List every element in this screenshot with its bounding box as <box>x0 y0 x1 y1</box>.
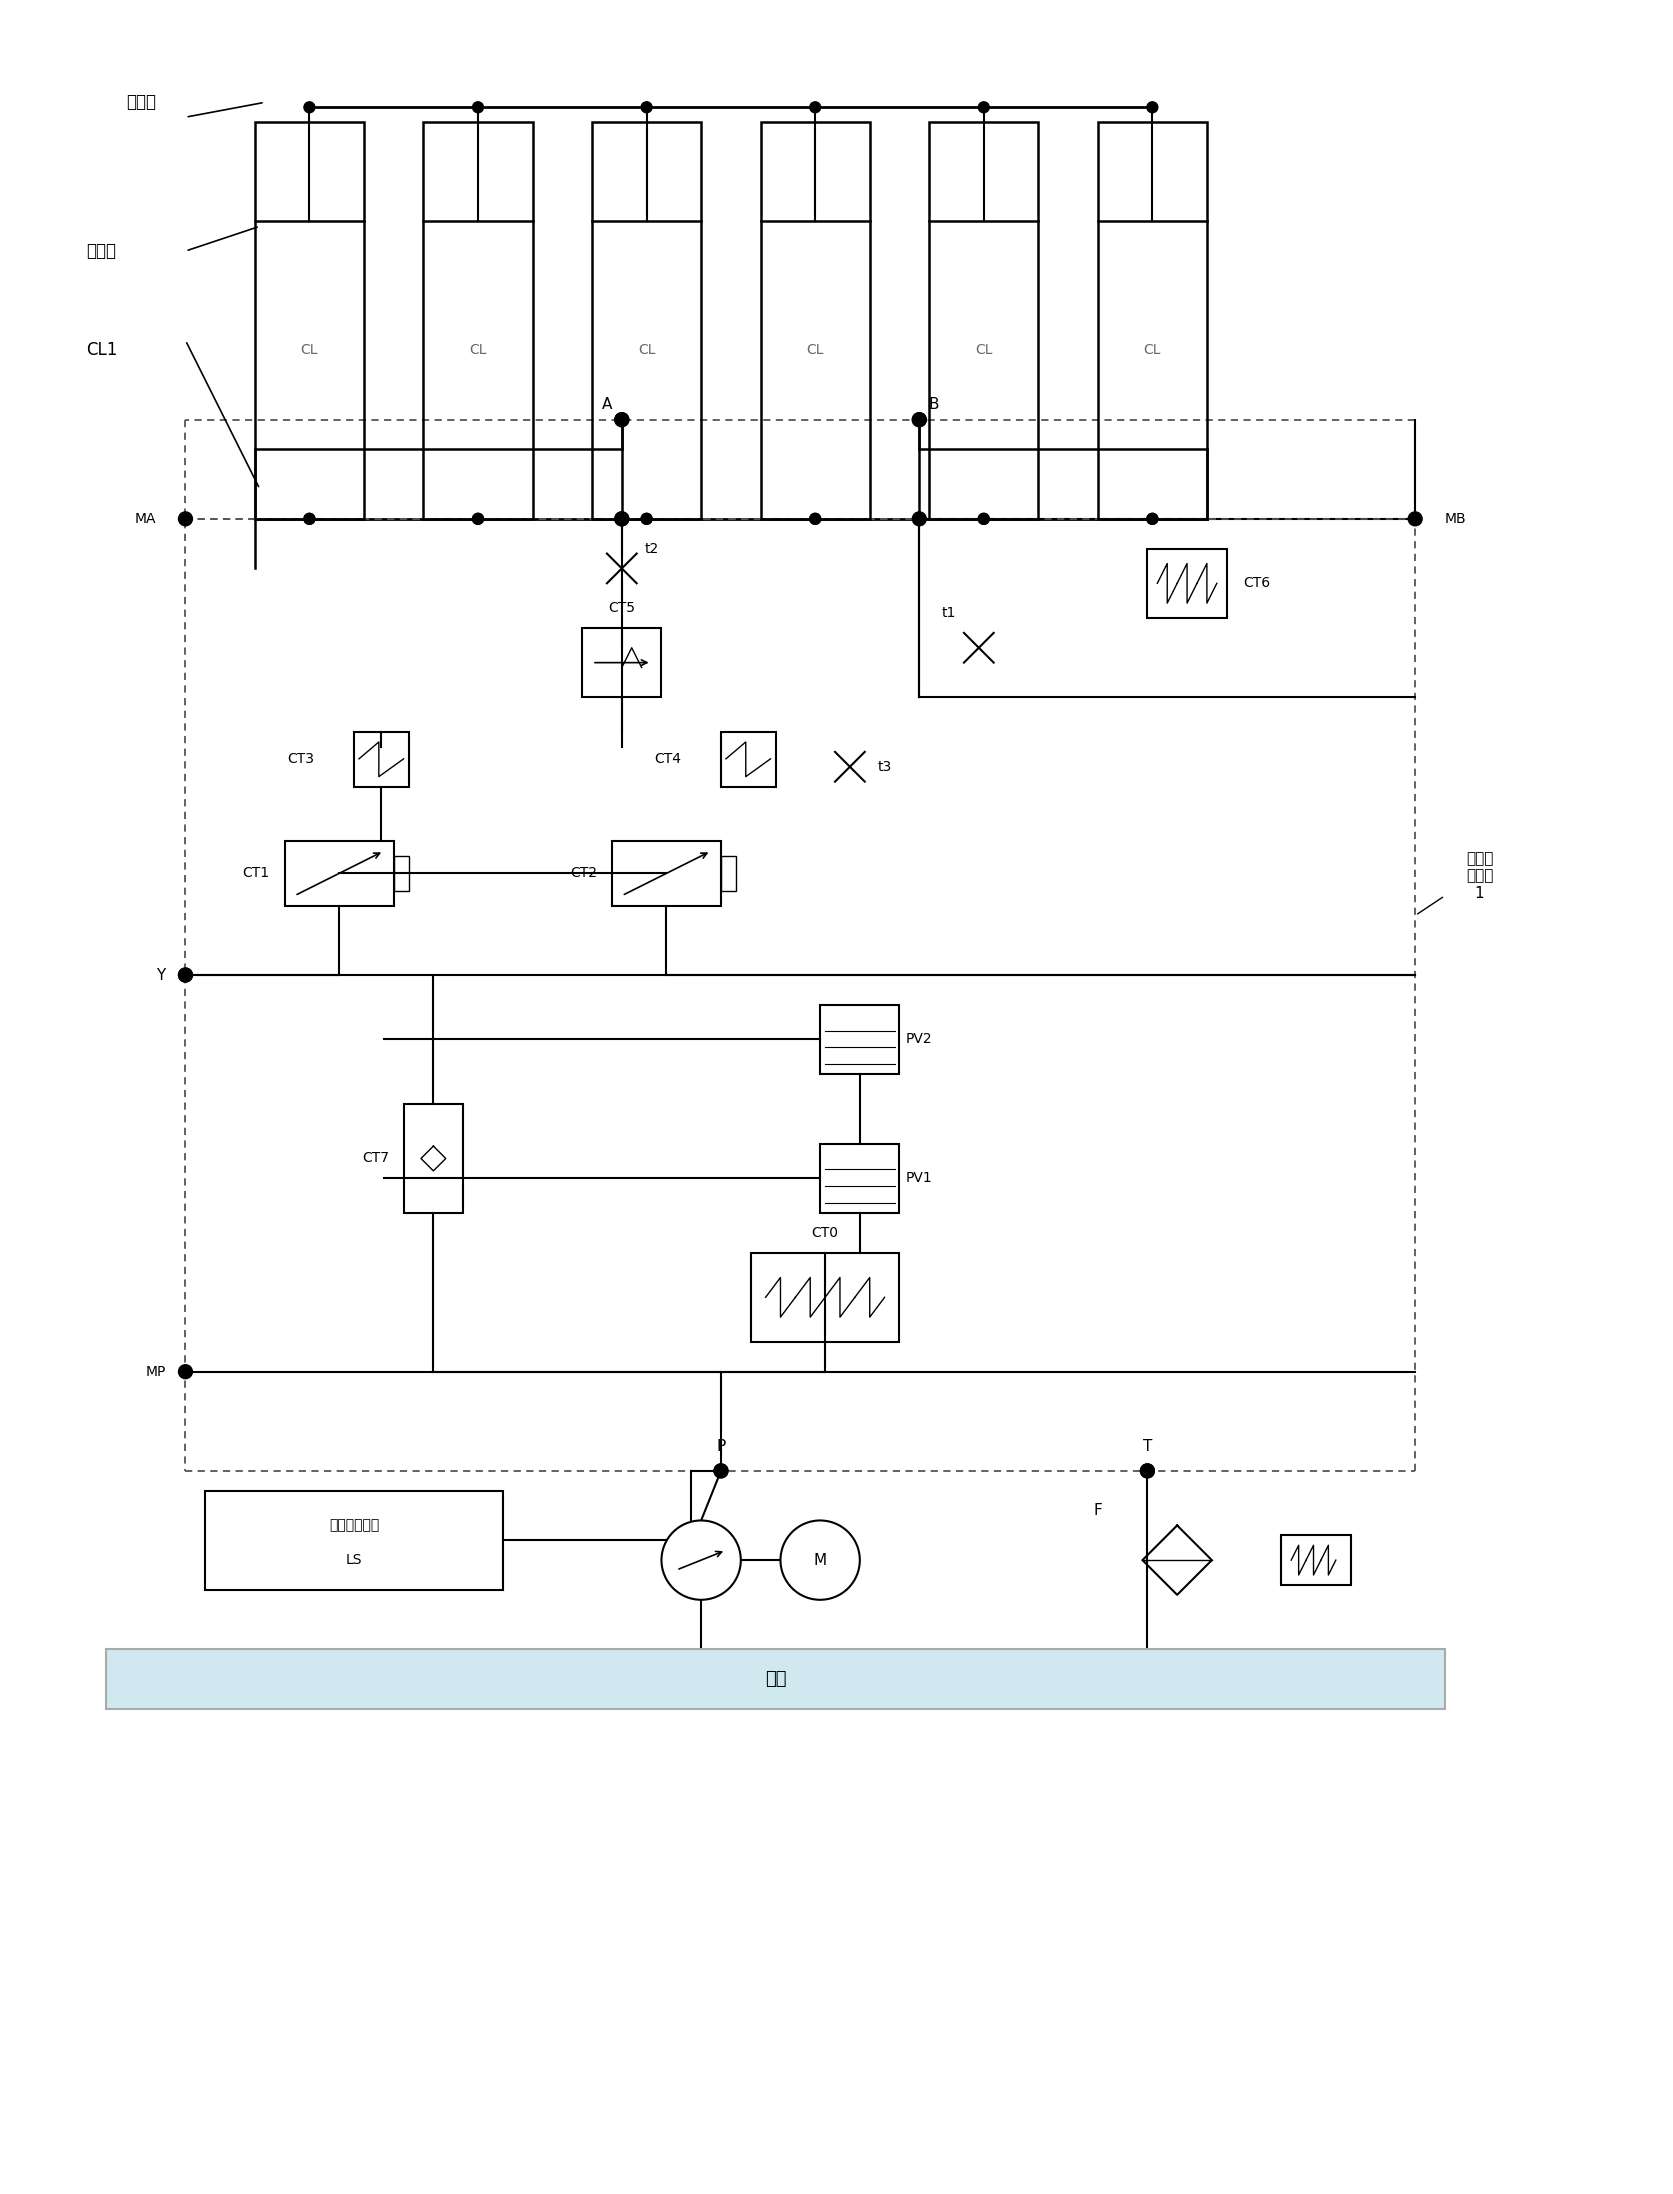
Text: t1: t1 <box>942 606 955 621</box>
Bar <box>423 123 532 518</box>
Circle shape <box>614 511 629 527</box>
Bar <box>820 1143 898 1213</box>
Text: LS: LS <box>346 1553 361 1567</box>
Circle shape <box>304 513 315 524</box>
Circle shape <box>977 101 989 112</box>
Text: CT7: CT7 <box>361 1152 388 1165</box>
Bar <box>721 856 736 891</box>
Text: 功率控制模块: 功率控制模块 <box>328 1518 380 1531</box>
Circle shape <box>977 513 989 524</box>
Text: t3: t3 <box>877 759 892 774</box>
Bar <box>582 627 661 698</box>
Text: 有杆腔: 有杆腔 <box>87 241 115 261</box>
Circle shape <box>641 513 652 524</box>
Bar <box>393 856 408 891</box>
Text: Y: Y <box>156 968 166 983</box>
Circle shape <box>614 511 629 527</box>
Text: B: B <box>929 397 939 412</box>
Circle shape <box>780 1520 860 1599</box>
Bar <box>592 123 701 518</box>
Circle shape <box>1407 511 1422 527</box>
Bar <box>760 123 870 518</box>
Circle shape <box>179 968 192 983</box>
Circle shape <box>614 412 629 426</box>
Text: CT3: CT3 <box>288 753 315 766</box>
Circle shape <box>472 513 483 524</box>
Circle shape <box>661 1520 741 1599</box>
Circle shape <box>810 101 820 112</box>
Bar <box>721 733 775 788</box>
Circle shape <box>810 513 820 524</box>
Text: CT5: CT5 <box>607 601 636 614</box>
Circle shape <box>179 1365 192 1378</box>
Text: MB: MB <box>1444 511 1466 527</box>
Text: CT2: CT2 <box>570 867 597 880</box>
Text: CT1: CT1 <box>243 867 269 880</box>
Bar <box>105 1650 1444 1709</box>
Text: CL: CL <box>468 342 487 358</box>
Circle shape <box>304 513 315 524</box>
Circle shape <box>1146 101 1158 112</box>
Text: MP: MP <box>146 1365 166 1378</box>
Text: t2: t2 <box>644 542 657 555</box>
Text: CL1: CL1 <box>87 342 117 360</box>
Bar <box>1146 548 1226 619</box>
Bar <box>929 123 1037 518</box>
Circle shape <box>179 511 192 527</box>
Text: CL: CL <box>301 342 318 358</box>
Circle shape <box>472 101 483 112</box>
Text: A: A <box>601 397 612 412</box>
Circle shape <box>714 1463 728 1479</box>
Text: MA: MA <box>134 511 156 527</box>
Circle shape <box>304 101 315 112</box>
Bar <box>612 840 721 906</box>
Circle shape <box>977 513 989 524</box>
Circle shape <box>714 1463 728 1479</box>
Bar <box>353 733 408 788</box>
Text: CL: CL <box>806 342 823 358</box>
Bar <box>206 1490 502 1591</box>
Circle shape <box>810 513 820 524</box>
Text: PV1: PV1 <box>905 1172 932 1185</box>
Circle shape <box>641 513 652 524</box>
Bar <box>820 1005 898 1075</box>
Text: CT6: CT6 <box>1241 577 1270 590</box>
Text: CT4: CT4 <box>654 753 681 766</box>
Text: M: M <box>813 1553 826 1569</box>
Circle shape <box>472 513 483 524</box>
Text: 无杆腔: 无杆腔 <box>125 94 156 112</box>
Circle shape <box>912 412 925 426</box>
Circle shape <box>179 968 192 983</box>
Text: PV2: PV2 <box>905 1033 932 1047</box>
Bar <box>403 1104 463 1213</box>
Circle shape <box>912 511 925 527</box>
Bar <box>254 123 363 518</box>
Bar <box>1097 123 1206 518</box>
Circle shape <box>1146 513 1158 524</box>
Text: 油箱: 油箱 <box>765 1670 786 1687</box>
Text: T: T <box>1143 1439 1151 1455</box>
Bar <box>750 1253 898 1343</box>
Text: CL: CL <box>974 342 992 358</box>
Text: CT0: CT0 <box>811 1226 838 1240</box>
Circle shape <box>1146 513 1158 524</box>
Bar <box>1280 1536 1350 1584</box>
Text: CL: CL <box>1143 342 1161 358</box>
Circle shape <box>1139 1463 1154 1479</box>
Circle shape <box>912 412 925 426</box>
Text: F: F <box>1092 1503 1101 1518</box>
Text: P: P <box>716 1439 724 1455</box>
Text: CL: CL <box>637 342 654 358</box>
Circle shape <box>641 101 652 112</box>
Text: 液压控
制模块
1: 液压控 制模块 1 <box>1466 851 1492 902</box>
Circle shape <box>614 412 629 426</box>
Circle shape <box>1139 1463 1154 1479</box>
Bar <box>284 840 393 906</box>
